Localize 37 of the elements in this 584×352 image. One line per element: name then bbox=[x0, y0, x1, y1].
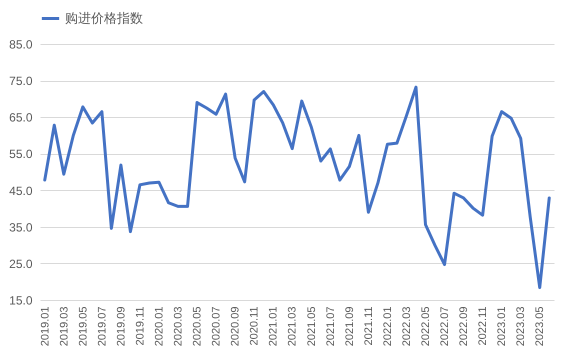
x-tick-label: 2022.05 bbox=[420, 306, 432, 346]
x-tick-label: 2020.09 bbox=[230, 306, 242, 346]
x-tick-label: 2021.05 bbox=[306, 306, 318, 346]
line-series bbox=[43, 86, 551, 290]
y-tick-label: 35.0 bbox=[9, 220, 33, 234]
y-tick-label: 65.0 bbox=[9, 110, 33, 125]
x-tick-label: 2019.01 bbox=[39, 306, 52, 346]
y-tick-label: 25.0 bbox=[9, 256, 33, 271]
x-tick-label: 2021.01 bbox=[268, 306, 280, 346]
y-tick-label: 45.0 bbox=[9, 184, 33, 198]
x-tick-label: 2021.07 bbox=[324, 306, 337, 346]
x-tick-label: 2022.07 bbox=[439, 306, 452, 346]
x-tick-label: 2020.11 bbox=[248, 306, 261, 346]
y-tick-label: 55.0 bbox=[9, 147, 33, 162]
x-tick-label: 2022.03 bbox=[400, 306, 413, 346]
x-tick-label: 2021.11 bbox=[362, 306, 375, 346]
legend-label: 购进价格指数 bbox=[65, 10, 143, 26]
x-tick-label: 2020.03 bbox=[172, 306, 185, 346]
x-tick-label: 2020.01 bbox=[153, 306, 166, 346]
x-tick-label: 2022.01 bbox=[382, 306, 394, 346]
x-tick-label: 2019.11 bbox=[134, 306, 146, 346]
x-tick-label: 2021.03 bbox=[286, 306, 299, 346]
x-tick-label: 2022.11 bbox=[477, 306, 490, 346]
x-tick-label: 2022.09 bbox=[458, 306, 470, 346]
y-tick-label: 85.0 bbox=[9, 38, 33, 52]
x-tick-label: 2019.09 bbox=[115, 306, 128, 346]
x-tick-label: 2019.03 bbox=[58, 306, 70, 346]
x-tick-label: 2021.09 bbox=[344, 306, 356, 346]
x-tick-label: 2019.05 bbox=[77, 306, 90, 346]
x-tick-label: 2023.01 bbox=[496, 306, 508, 346]
x-tick-label: 2023.03 bbox=[515, 306, 528, 346]
x-tick-label: 2019.07 bbox=[96, 306, 108, 346]
y-tick-label: 75.0 bbox=[9, 74, 33, 88]
y-tick-label: 15.0 bbox=[9, 294, 33, 308]
x-tick-label: 2023.05 bbox=[534, 306, 546, 346]
x-tick-label: 2020.05 bbox=[192, 306, 204, 346]
x-tick-label: 2020.07 bbox=[210, 306, 223, 346]
